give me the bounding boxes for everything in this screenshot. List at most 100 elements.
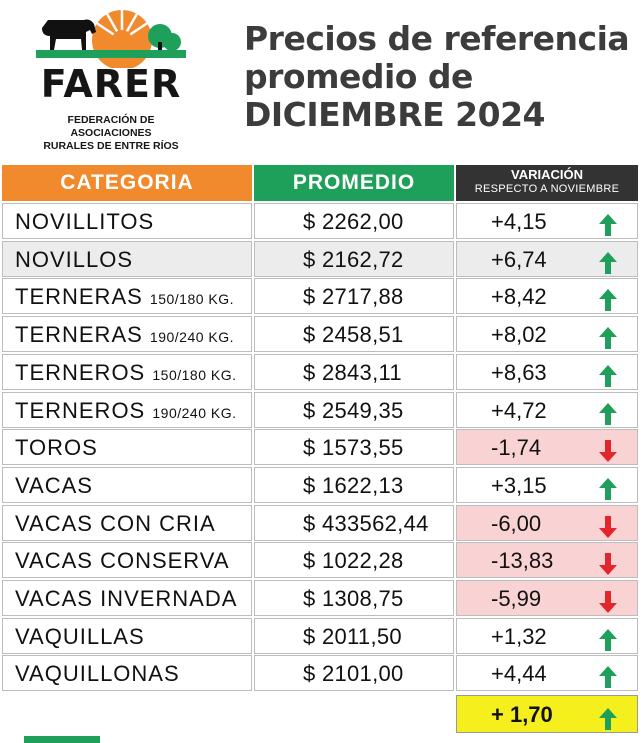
average-price-cell: $ 2011,50 bbox=[254, 617, 454, 654]
table-row: VAQUILLAS $ 2011,50 +1,32 bbox=[2, 617, 638, 654]
variation-value: +3,15 bbox=[491, 472, 547, 498]
variation-value: +4,72 bbox=[491, 397, 547, 423]
variation-value: +1,32 bbox=[491, 623, 547, 649]
table-row: TERNERAS 150/180 KG. $ 2717,88 +8,42 bbox=[2, 278, 638, 315]
variation-cell: +1,32 bbox=[456, 617, 638, 654]
category-weight-range: 190/240 KG. bbox=[152, 404, 237, 421]
category-name: VAQUILLAS bbox=[15, 623, 145, 649]
category-cell: VACAS CONSERVA bbox=[2, 542, 252, 579]
category-cell: VACAS CON CRIA bbox=[2, 504, 252, 541]
title-line2: promedio de bbox=[244, 57, 473, 96]
variation-value: -13,83 bbox=[491, 548, 554, 574]
page-title: Precios de referencia promedio de DICIEM… bbox=[244, 20, 634, 134]
variation-value: +4,15 bbox=[491, 209, 547, 234]
header-category: CATEGORIA bbox=[2, 165, 252, 201]
category-name: TERNERAS bbox=[15, 322, 143, 348]
arrow-up-icon bbox=[599, 286, 617, 312]
arrow-up-icon bbox=[599, 324, 617, 350]
table-row: TOROS $ 1573,55 -1,74 bbox=[2, 429, 638, 466]
logo-wordmark: FARER bbox=[40, 62, 182, 106]
variation-cell: +4,15 bbox=[456, 203, 638, 239]
variation-cell: -6,00 bbox=[456, 504, 638, 541]
arrow-down-icon bbox=[599, 588, 617, 613]
arrow-up-icon bbox=[599, 362, 617, 387]
logo-subtitle-line2: RURALES DE ENTRE RÍOS bbox=[43, 140, 179, 152]
category-cell: VACAS INVERNADA bbox=[2, 580, 252, 616]
average-price-cell: $ 2262,00 bbox=[254, 203, 454, 239]
arrow-up-icon bbox=[599, 704, 617, 731]
table-row: NOVILLOS $ 2162,72 +6,74 bbox=[2, 240, 638, 277]
table-row: TERNEROS 150/180 KG. $ 2843,11 +8,63 bbox=[2, 353, 638, 390]
arrow-down-icon bbox=[599, 550, 617, 576]
variation-value: +8,63 bbox=[491, 359, 547, 385]
table-row: VACAS CON CRIA $ 433562,44 -6,00 bbox=[2, 504, 638, 541]
variation-value: -1,74 bbox=[491, 435, 542, 461]
logo-subtitle: FEDERACIÓN DE ASOCIACIONES RURALES DE EN… bbox=[30, 114, 192, 153]
header-average: PROMEDIO bbox=[254, 165, 454, 201]
table-row: VACAS CONSERVA $ 1022,28 -13,83 bbox=[2, 542, 638, 579]
variation-cell: -1,74 bbox=[456, 429, 638, 466]
average-price-cell: $ 1573,55 bbox=[254, 429, 454, 466]
category-cell: VAQUILLONAS bbox=[2, 655, 252, 692]
table-row: VACAS $ 1622,13 +3,15 bbox=[2, 466, 638, 503]
category-weight-range: 150/180 KG. bbox=[152, 366, 237, 383]
category-cell: TOROS bbox=[2, 429, 252, 466]
category-name: VACAS bbox=[15, 472, 93, 498]
variation-cell: +8,63 bbox=[456, 353, 638, 390]
category-name: TERNEROS bbox=[15, 397, 146, 423]
category-name: TERNERAS bbox=[15, 284, 143, 310]
arrow-up-icon bbox=[599, 211, 617, 236]
arrow-up-icon bbox=[599, 249, 617, 274]
category-name: TERNEROS bbox=[15, 359, 146, 385]
title-line3: DICIEMBRE 2024 bbox=[244, 95, 546, 134]
header-variation: VARIACIÓN RESPECTO A NOVIEMBRE bbox=[456, 165, 638, 201]
variation-cell: -13,83 bbox=[456, 542, 638, 579]
category-cell: TERNERAS 190/240 KG. bbox=[2, 316, 252, 353]
average-price-cell: $ 2843,11 bbox=[254, 353, 454, 390]
arrow-up-icon bbox=[599, 475, 617, 500]
variation-cell: +4,72 bbox=[456, 391, 638, 428]
header-variation-title: VARIACIÓN bbox=[511, 167, 583, 182]
variation-value: +8,42 bbox=[491, 284, 547, 310]
variation-cell: +6,74 bbox=[456, 240, 638, 277]
average-price-cell: $ 2101,00 bbox=[254, 655, 454, 692]
logo-subtitle-line1: FEDERACIÓN DE ASOCIACIONES bbox=[67, 114, 155, 139]
category-cell: VAQUILLAS bbox=[2, 617, 252, 654]
average-price-cell: $ 433562,44 bbox=[254, 504, 454, 541]
arrow-up-icon bbox=[599, 626, 617, 651]
variation-cell: -5,99 bbox=[456, 580, 638, 616]
category-weight-range: 190/240 KG. bbox=[149, 329, 235, 346]
average-price-cell: $ 2458,51 bbox=[254, 316, 454, 353]
table-row: VAQUILLONAS $ 2101,00 +4,44 bbox=[2, 655, 638, 692]
category-name: VAQUILLONAS bbox=[15, 661, 180, 687]
category-cell: TERNEROS 190/240 KG. bbox=[2, 391, 252, 428]
table-row: NOVILLITOS $ 2262,00 +4,15 bbox=[2, 203, 638, 239]
variation-value: +8,02 bbox=[491, 322, 547, 348]
category-name: VACAS INVERNADA bbox=[15, 586, 238, 611]
variation-cell: +3,15 bbox=[456, 466, 638, 503]
title-line1: Precios de referencia bbox=[244, 19, 630, 58]
farer-emblem-icon bbox=[36, 8, 186, 68]
farer-logo: FARER FEDERACIÓN DE ASOCIACIONES RURALES… bbox=[30, 6, 190, 152]
total-value: + 1,70 bbox=[491, 702, 553, 728]
arrow-down-icon bbox=[599, 437, 617, 463]
table-row: VACAS INVERNADA $ 1308,75 -5,99 bbox=[2, 580, 638, 616]
category-name: NOVILLOS bbox=[15, 246, 134, 272]
table-row: TERNEROS 190/240 KG. $ 2549,35 +4,72 bbox=[2, 391, 638, 428]
table-row: TERNERAS 190/240 KG. $ 2458,51 +8,02 bbox=[2, 316, 638, 353]
category-name: TOROS bbox=[15, 435, 98, 461]
category-cell: NOVILLOS bbox=[2, 240, 252, 277]
category-cell: TERNEROS 150/180 KG. bbox=[2, 353, 252, 390]
average-price-cell: $ 2549,35 bbox=[254, 391, 454, 428]
variation-value: +6,74 bbox=[491, 246, 547, 272]
average-price-cell: $ 2717,88 bbox=[254, 278, 454, 315]
variation-cell: +4,44 bbox=[456, 655, 638, 692]
average-price-cell: $ 1022,28 bbox=[254, 542, 454, 579]
category-cell: VACAS bbox=[2, 466, 252, 503]
total-variation: + 1,70 bbox=[456, 695, 638, 734]
arrow-up-icon bbox=[599, 400, 617, 425]
category-name: VACAS CON CRIA bbox=[15, 510, 216, 536]
average-price-cell: $ 1622,13 bbox=[254, 466, 454, 503]
header-variation-subtitle: RESPECTO A NOVIEMBRE bbox=[474, 183, 620, 195]
variation-cell: +8,02 bbox=[456, 316, 638, 353]
